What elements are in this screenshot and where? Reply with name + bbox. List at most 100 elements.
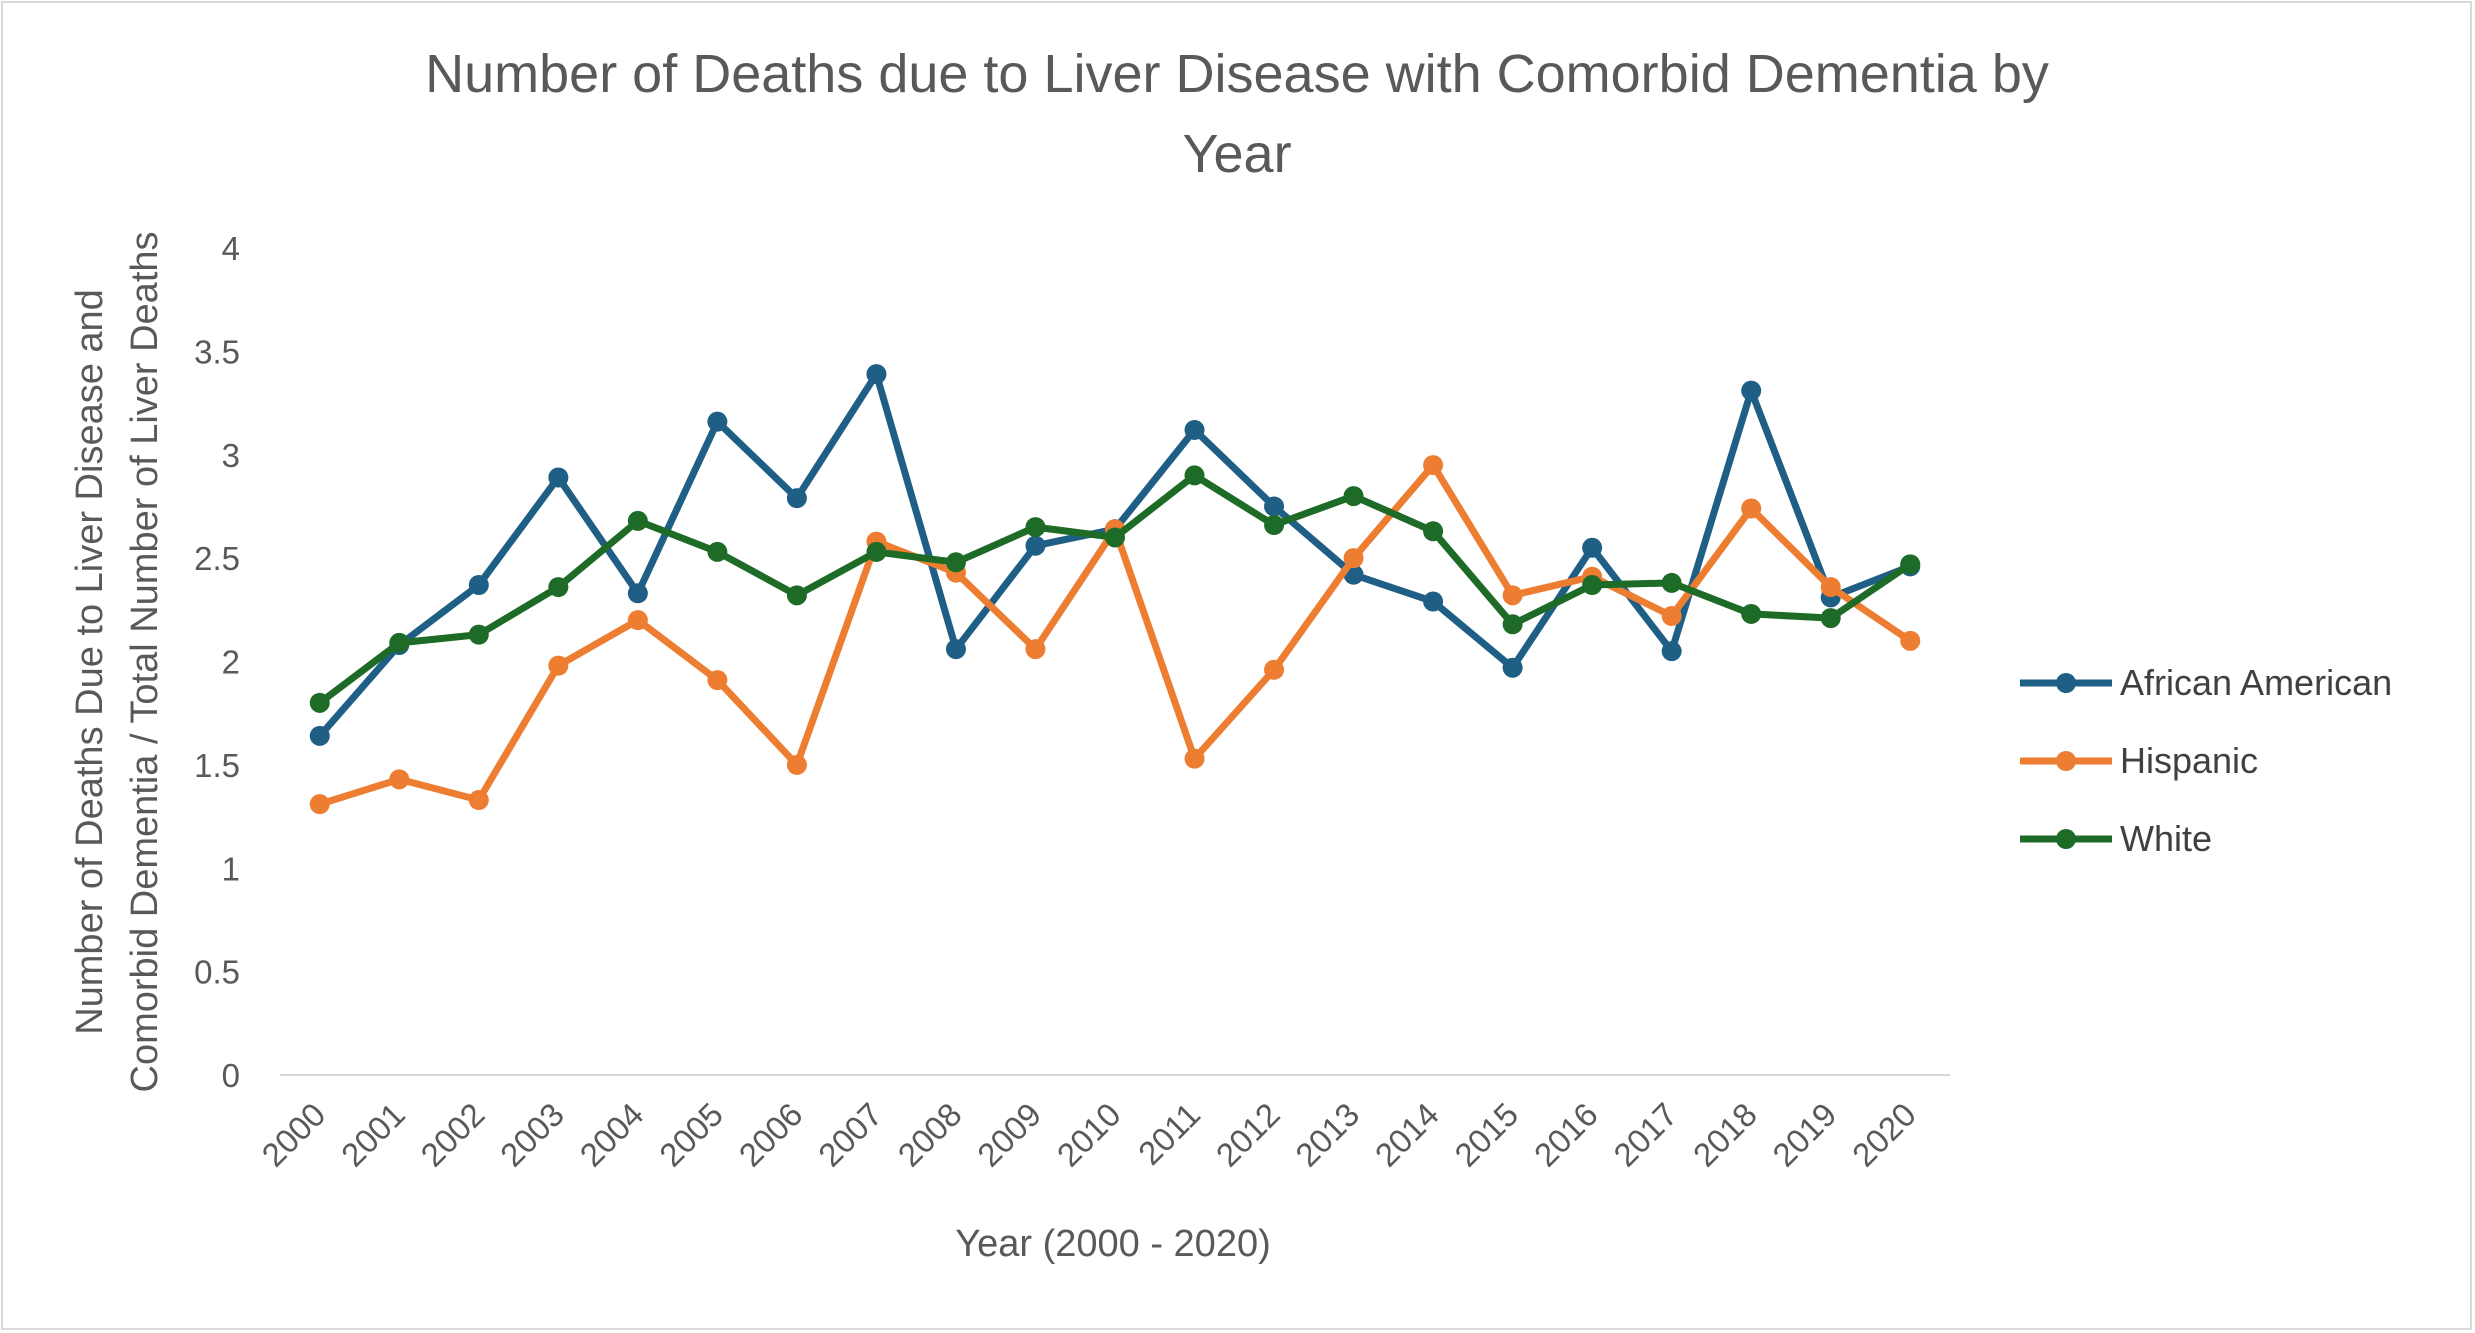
x-tick-label: 2008 [891,1096,969,1174]
data-point-white [786,585,807,606]
y-tick-label: 3.5 [194,333,240,370]
data-point-hispanic [1184,748,1205,769]
data-point-white [1582,575,1603,596]
data-point-african-american [548,467,569,488]
legend-label-hispanic: Hispanic [2120,740,2258,781]
y-tick-label: 3 [222,437,240,474]
data-point-hispanic [1264,659,1285,680]
data-point-african-american [1184,419,1205,440]
series-line-african-american [316,370,1914,740]
data-point-african-american [1502,657,1523,678]
legend-label-african-american: African American [2120,662,2392,703]
data-point-hispanic [1741,498,1762,519]
data-point-hispanic [707,670,728,691]
data-point-white [1900,554,1921,575]
data-point-african-american [945,639,966,660]
data-point-white [707,541,728,562]
x-tick-label: 2013 [1288,1096,1366,1174]
series-group [309,364,1921,815]
data-point-hispanic [627,610,648,631]
data-point-african-american [707,411,728,432]
data-point-white [309,692,330,713]
legend-marker-white [2056,829,2076,849]
x-tick-label: 2006 [732,1096,810,1174]
data-point-white [866,541,887,562]
x-tick-label: 2009 [970,1096,1048,1174]
data-point-hispanic [1502,585,1523,606]
data-point-white [1184,465,1205,486]
y-tick-label: 2 [222,644,240,681]
data-point-african-american [1264,496,1285,517]
data-point-hispanic [389,769,410,790]
legend-marker-hispanic [2056,751,2076,771]
legend-label-white: White [2120,818,2212,859]
data-point-hispanic [1900,630,1921,651]
data-point-white [389,632,410,653]
data-point-hispanic [786,754,807,775]
y-tick-label: 1 [222,850,240,887]
x-tick-label: 2019 [1765,1096,1843,1174]
x-tick-label: 2015 [1447,1096,1525,1174]
data-point-hispanic [1820,577,1841,598]
data-point-white [1264,515,1285,536]
data-point-hispanic [468,790,489,811]
legend-item-african-american: African American [2020,662,2392,703]
y-tick-label: 1.5 [194,747,240,784]
x-tick-label: 2018 [1686,1096,1764,1174]
x-tick-label: 2002 [413,1096,491,1174]
y-tick-label: 2.5 [194,540,240,577]
data-point-white [468,624,489,645]
y-tick-label: 0 [222,1057,240,1094]
y-tick-labels: 0 0.5 1 1.5 2 2.5 3 3.5 4 [194,230,240,1094]
data-point-hispanic [1025,639,1046,660]
data-point-hispanic [1423,455,1444,476]
data-point-african-american [1582,537,1603,558]
data-point-white [1105,527,1125,548]
x-tick-label: 2010 [1050,1096,1128,1174]
data-point-hispanic [1343,548,1364,569]
series-line-hispanic [316,461,1914,808]
legend-item-white: White [2020,818,2212,859]
x-tick-label: 2016 [1527,1096,1605,1174]
data-point-african-american [1025,535,1046,556]
data-point-white [548,577,569,598]
x-tick-label: 2007 [811,1096,889,1174]
x-tick-label: 2020 [1845,1096,1923,1174]
data-point-white [1343,486,1364,507]
series-white [309,465,1921,713]
data-point-african-american [1661,641,1682,662]
data-point-african-american [309,725,330,746]
x-tick-label: 2017 [1606,1096,1684,1174]
data-point-african-american [627,583,648,604]
x-tick-label: 2005 [652,1096,730,1174]
y-tick-label: 0.5 [194,954,240,991]
data-point-african-american [1741,380,1762,401]
data-point-white [1423,521,1444,542]
data-point-white [945,552,966,573]
data-point-hispanic [309,794,330,815]
data-point-white [1661,572,1682,593]
legend-item-hispanic: Hispanic [2020,740,2258,781]
x-tick-label: 2004 [572,1096,650,1174]
data-point-white [1820,608,1841,629]
chart-title-line-1: Number of Deaths due to Liver Disease wi… [425,44,2049,104]
x-tick-label: 2001 [334,1096,412,1174]
y-axis-label-line-1: Number of Deaths Due to Liver Disease an… [69,289,111,1035]
x-tick-label: 2003 [493,1096,571,1174]
series-african-american [309,364,1921,746]
data-point-white [1741,603,1762,624]
y-axis-label-line-2: Comorbid Dementia / Total Number of Live… [124,231,166,1092]
x-tick-label: 2012 [1209,1096,1287,1174]
data-point-white [627,510,648,531]
x-tick-label: 2011 [1131,1096,1207,1172]
data-point-african-american [786,488,807,509]
x-tick-labels: 2000 2001 2002 2003 2004 2005 2006 2007 2008 2009… [254,1096,1923,1174]
data-point-white [1502,614,1523,635]
data-point-african-american [468,575,489,596]
data-point-african-american [1423,591,1444,612]
y-axis-label: Number of Deaths Due to Liver Disease an… [69,231,166,1092]
x-axis-label: Year (2000 - 2020) [955,1223,1271,1265]
legend-marker-african-american [2056,673,2076,693]
